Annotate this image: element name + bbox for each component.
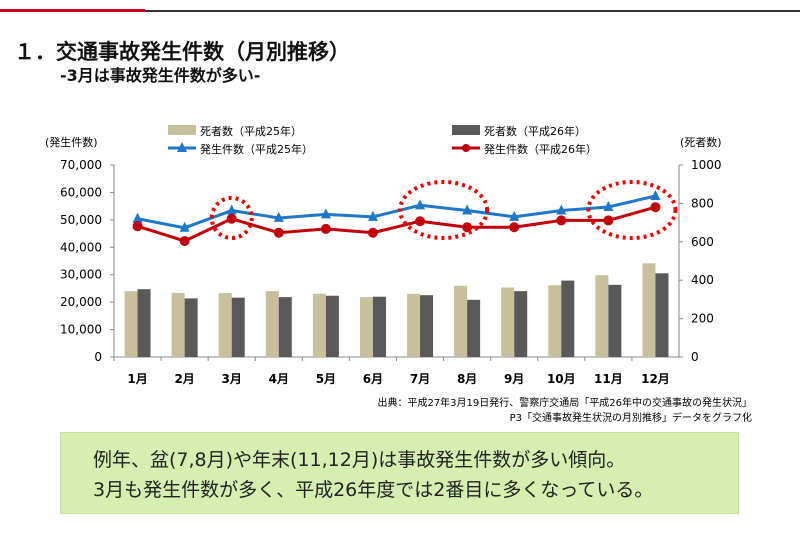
source-line-1: 出典：平成27年3月19日発行、警察庁交通局「平成26年中の交通事故の発生状況」 [377,396,752,409]
right-tick-label: 1000 [691,158,722,172]
bar-h26-deaths [372,296,386,357]
right-tick-label: 0 [691,350,699,364]
x-tick-label: 4月 [269,372,289,386]
left-tick-label: 40,000 [60,240,102,254]
right-tick-label: 600 [691,235,714,249]
x-tick-label: 10月 [547,372,576,386]
point-triangle [179,221,190,232]
line-h26-accidents [137,205,656,243]
point-circle [320,223,331,234]
bar-h26-deaths [655,273,669,357]
point-triangle [556,204,567,215]
legend-circle-icon [462,144,470,152]
left-tick-label: 30,000 [60,268,102,282]
legend-swatch [168,125,196,135]
legend-swatch [452,125,480,135]
header-red-rule [0,9,145,12]
bar-h25-deaths [171,292,185,357]
highlight-circle [398,180,490,240]
point-triangle [226,204,237,215]
bar-h25-deaths [642,263,656,357]
point-circle [179,235,190,246]
point-triangle [603,200,614,211]
point-triangle [273,211,284,222]
note-line-1: 例年、盆(7,8月)や年末(11,12月)は事故発生件数が多い傾向。 [93,449,626,471]
point-circle [132,221,143,232]
x-tick-label: 9月 [504,372,524,386]
point-triangle [415,199,426,210]
line-h25-accidents [137,194,656,230]
bar-h26-deaths [608,284,622,357]
right-tick-label: 200 [691,312,714,326]
legend-label: 死者数（平成25年） [200,124,302,138]
bar-h26-deaths [467,299,481,357]
highlight-circle [209,196,254,240]
x-tick-label: 1月 [127,372,147,386]
bar-h25-deaths [595,275,609,357]
note-line-2: 3月も発生件数が多く、平成26年度では2番目に多くなっている。 [93,479,654,501]
legend-triangle-icon [177,142,187,152]
x-tick-label: 11月 [594,372,623,386]
point-circle [603,215,614,226]
x-tick-label: 3月 [222,372,242,386]
page-title: １．交通事故発生件数（月別推移） [14,40,350,64]
x-tick-label: 5月 [316,372,336,386]
point-triangle [367,210,378,221]
source-line-2: P3「交通事故発生状況の月別推移」データをグラフ化 [510,411,752,424]
x-tick-label: 8月 [457,372,477,386]
right-tick-label: 800 [691,196,714,210]
point-circle [273,227,284,238]
point-circle [650,202,661,213]
bar-h25-deaths [124,291,138,357]
header-dark-rule [145,10,800,12]
bar-h25-deaths [501,287,515,357]
legend-label: 発生件数（平成26年） [484,142,597,156]
left-axis-label: (発生件数) [45,135,98,149]
highlight-circle [586,180,678,240]
bar-h25-deaths [407,293,421,357]
summary-note: 例年、盆(7,8月)や年末(11,12月)は事故発生件数が多い傾向。 3月も発生… [60,432,739,514]
point-circle [226,213,237,224]
bar-h26-deaths [420,295,434,357]
bar-h26-deaths [325,295,339,357]
x-tick-label: 6月 [363,372,383,386]
bar-h25-deaths [548,285,562,357]
point-triangle [132,212,143,223]
bar-h25-deaths [454,285,468,357]
point-triangle [462,204,473,215]
left-tick-label: 50,000 [60,213,102,227]
left-tick-label: 10,000 [60,323,102,337]
bar-h26-deaths [184,298,198,357]
right-tick-label: 400 [691,273,714,287]
point-triangle [509,210,520,221]
left-tick-label: 70,000 [60,158,102,172]
bar-h25-deaths [312,293,326,357]
bar-h25-deaths [218,293,232,357]
bar-h26-deaths [231,297,245,357]
legend-label: 発生件数（平成25年） [200,142,313,156]
left-tick-label: 20,000 [60,295,102,309]
bar-h26-deaths [278,297,292,357]
point-circle [556,215,567,226]
bar-h25-deaths [359,297,373,357]
point-triangle [320,208,331,219]
left-tick-label: 60,000 [60,185,102,199]
bar-h26-deaths [137,289,151,357]
bar-h26-deaths [514,291,528,357]
right-axis-label: (死者数) [680,136,722,149]
point-circle [415,216,426,227]
point-triangle [650,189,661,200]
x-tick-label: 12月 [641,372,670,386]
bar-h25-deaths [265,291,279,357]
point-circle [367,227,378,238]
legend-label: 死者数（平成26年） [484,124,586,138]
point-circle [509,222,520,233]
bar-h26-deaths [561,280,575,357]
left-tick-label: 0 [94,350,102,364]
x-tick-label: 2月 [174,372,194,386]
point-circle [462,222,473,233]
page-subtitle: -3月は事故発生件数が多い- [60,66,261,85]
x-tick-label: 7月 [410,372,430,386]
